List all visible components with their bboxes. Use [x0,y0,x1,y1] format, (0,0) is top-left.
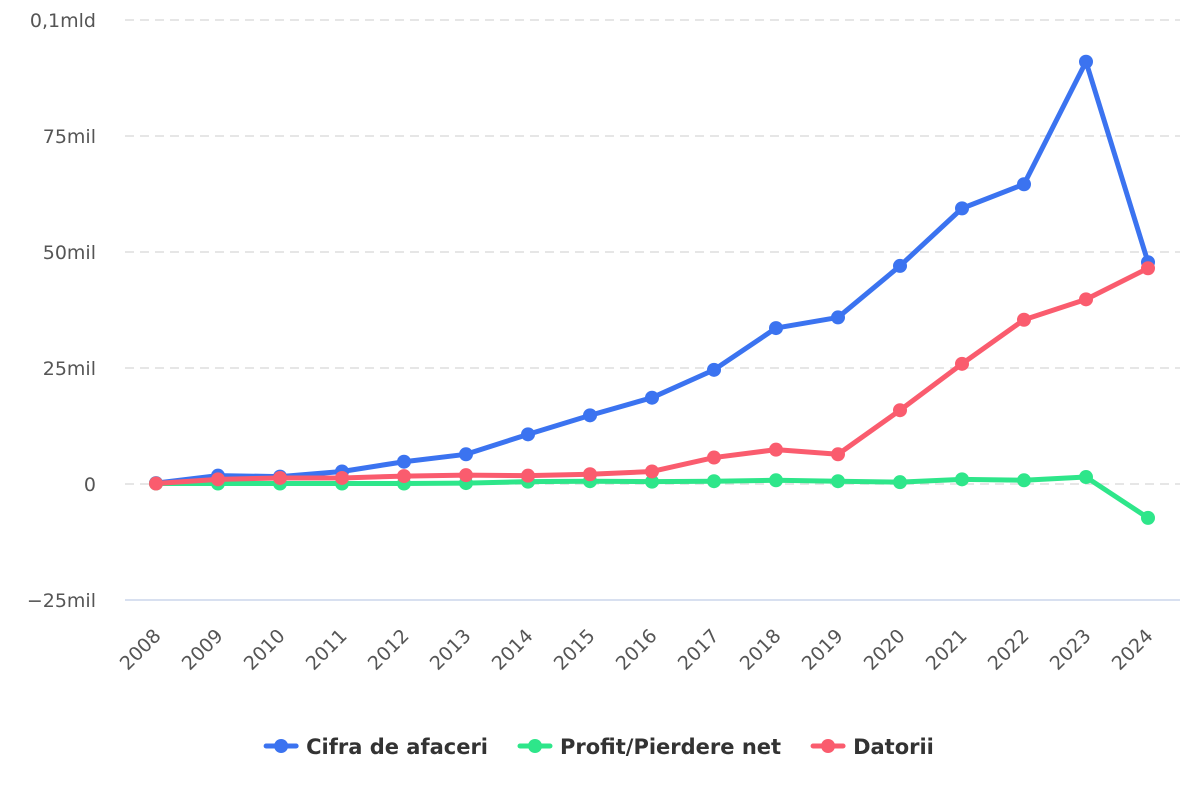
x-tick-label: 2016 [612,625,662,675]
legend-item[interactable]: Cifra de afaceri [263,735,488,759]
data-point[interactable] [831,474,845,489]
data-point[interactable] [583,467,597,482]
legend-item[interactable]: Profit/Pierdere net [517,735,781,759]
data-point[interactable] [459,447,473,462]
data-point[interactable] [1079,292,1093,307]
x-tick-label: 2013 [426,625,476,675]
x-tick-label: 2017 [674,625,724,675]
data-point[interactable] [893,258,907,273]
y-tick-label: 0,1mld [30,10,96,32]
x-tick-label: 2020 [860,625,910,675]
x-tick-label: 2011 [302,625,352,675]
data-point[interactable] [211,472,225,487]
series-3 [149,261,1155,491]
data-point[interactable] [273,470,287,485]
data-point[interactable] [955,472,969,487]
data-point[interactable] [459,468,473,483]
data-point[interactable] [149,476,163,491]
data-point[interactable] [397,454,411,469]
data-point[interactable] [769,442,783,457]
data-point[interactable] [521,427,535,442]
data-point[interactable] [769,473,783,488]
series-line [153,59,1151,486]
legend-label: Datorii [853,735,934,759]
data-point[interactable] [1141,510,1155,525]
data-point[interactable] [645,390,659,405]
data-point[interactable] [893,475,907,490]
data-point[interactable] [831,447,845,462]
x-tick-label: 2021 [922,625,972,675]
series-1 [149,54,1155,491]
data-point[interactable] [1141,261,1155,276]
data-point[interactable] [1079,54,1093,69]
x-tick-label: 2019 [798,625,848,675]
data-point[interactable] [645,464,659,479]
x-tick-label: 2012 [364,625,414,675]
data-point[interactable] [645,474,659,489]
x-tick-label: 2024 [1108,625,1158,675]
data-point[interactable] [521,468,535,483]
x-tick-label: 2015 [550,625,600,675]
data-point[interactable] [707,450,721,465]
legend-marker [528,739,543,753]
y-tick-label: −25mil [27,590,96,612]
legend-label: Profit/Pierdere net [560,735,781,759]
x-tick-label: 2009 [178,625,228,675]
data-point[interactable] [955,201,969,216]
y-tick-label: 0 [84,474,96,496]
legend-label: Cifra de afaceri [306,735,488,759]
legend: Cifra de afaceri Profit/Pierdere net Dator… [263,735,934,759]
legend-marker [274,739,289,753]
x-tick-label: 2010 [240,625,290,675]
data-point[interactable] [769,321,783,336]
data-point[interactable] [707,474,721,489]
data-point[interactable] [335,470,349,485]
y-tick-label: 50mil [43,242,96,264]
series-layer [149,54,1155,525]
data-point[interactable] [955,356,969,371]
data-point[interactable] [831,310,845,325]
x-tick-label: 2014 [488,625,538,675]
data-point[interactable] [583,408,597,423]
data-point[interactable] [1017,177,1031,192]
data-point[interactable] [707,362,721,377]
legend-item[interactable]: Datorii [810,735,934,759]
legend-marker [821,739,836,753]
x-tick-label: 2018 [736,625,786,675]
data-point[interactable] [1017,473,1031,488]
y-tick-label: 25mil [43,358,96,380]
x-tick-label: 2022 [984,625,1034,675]
series-line [153,265,1151,487]
x-tick-label: 2008 [116,625,166,675]
x-tick-label: 2023 [1046,625,1096,675]
y-axis-tick-labels: −25mil 0 25mil 50mil 75mil 0,1mld [27,10,96,612]
x-axis-tick-labels: 2008 2009 2010 2011 2012 2013 2014 2015 2016 2017… [116,625,1158,675]
grid-lines [125,19,1180,601]
data-point[interactable] [893,403,907,418]
y-tick-label: 75mil [43,126,96,148]
data-point[interactable] [1079,470,1093,485]
data-point[interactable] [1017,312,1031,327]
data-point[interactable] [397,469,411,484]
